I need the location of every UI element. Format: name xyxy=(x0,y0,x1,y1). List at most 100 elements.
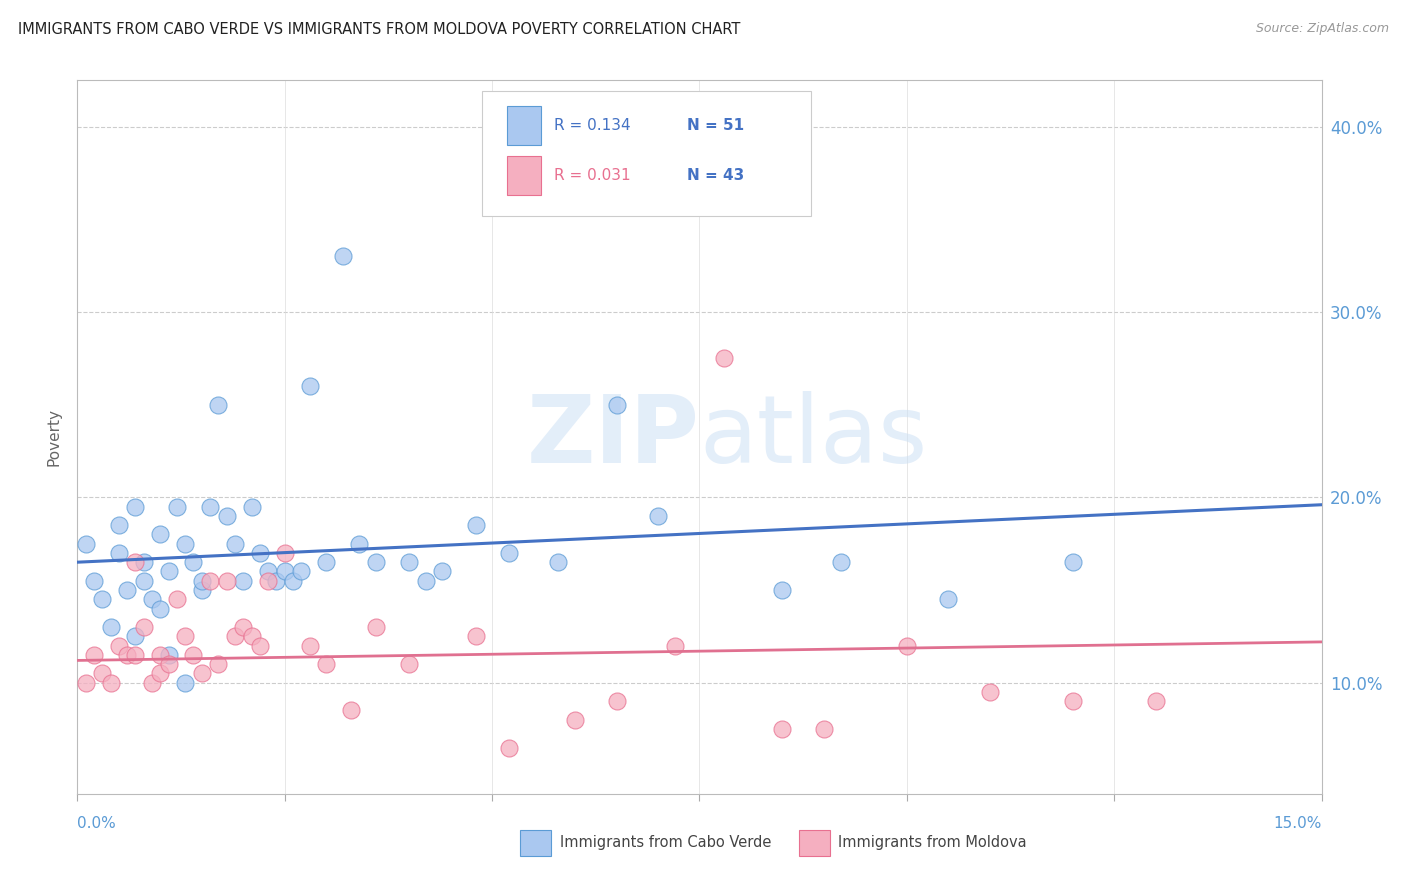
Point xyxy=(298,379,321,393)
Point xyxy=(606,398,628,412)
Point xyxy=(207,657,229,672)
Point xyxy=(257,565,280,579)
Point xyxy=(232,574,254,588)
Point xyxy=(813,722,835,736)
Point xyxy=(298,639,321,653)
Point xyxy=(207,398,229,412)
Point xyxy=(464,518,486,533)
Point xyxy=(124,648,146,662)
Point xyxy=(198,500,221,514)
FancyBboxPatch shape xyxy=(799,830,830,856)
Point xyxy=(83,648,105,662)
Point xyxy=(464,629,486,643)
Point xyxy=(249,546,271,560)
Point xyxy=(191,574,214,588)
Text: IMMIGRANTS FROM CABO VERDE VS IMMIGRANTS FROM MOLDOVA POVERTY CORRELATION CHART: IMMIGRANTS FROM CABO VERDE VS IMMIGRANTS… xyxy=(18,22,741,37)
Point xyxy=(215,574,238,588)
Point xyxy=(432,565,454,579)
Point xyxy=(398,657,420,672)
Point xyxy=(340,703,363,717)
Point xyxy=(240,500,263,514)
Point xyxy=(75,675,97,690)
Point xyxy=(174,675,197,690)
Point xyxy=(713,351,735,366)
Point xyxy=(415,574,437,588)
Point xyxy=(166,500,188,514)
Point xyxy=(332,249,354,263)
Point xyxy=(315,555,337,569)
Point xyxy=(100,620,122,634)
Point xyxy=(979,685,1001,699)
Point xyxy=(91,592,114,607)
Point xyxy=(115,582,138,597)
Point xyxy=(398,555,420,569)
Point xyxy=(141,675,163,690)
Point xyxy=(664,639,686,653)
Text: N = 51: N = 51 xyxy=(688,118,744,133)
Point xyxy=(183,648,205,662)
FancyBboxPatch shape xyxy=(482,91,811,216)
Point xyxy=(224,629,246,643)
Point xyxy=(315,657,337,672)
Point xyxy=(647,508,669,523)
Point xyxy=(149,527,172,541)
Text: R = 0.134: R = 0.134 xyxy=(554,118,630,133)
Point xyxy=(564,713,586,727)
FancyBboxPatch shape xyxy=(506,155,541,194)
Point xyxy=(183,555,205,569)
Point xyxy=(100,675,122,690)
Text: Source: ZipAtlas.com: Source: ZipAtlas.com xyxy=(1256,22,1389,36)
Point xyxy=(547,555,569,569)
Point xyxy=(191,666,214,681)
Point xyxy=(266,574,288,588)
Point xyxy=(274,546,297,560)
Point xyxy=(364,555,387,569)
Point xyxy=(132,574,155,588)
Point xyxy=(124,500,146,514)
Point xyxy=(83,574,105,588)
Point xyxy=(174,629,197,643)
Text: ZIP: ZIP xyxy=(527,391,700,483)
Point xyxy=(141,592,163,607)
Point xyxy=(772,722,794,736)
Text: Immigrants from Cabo Verde: Immigrants from Cabo Verde xyxy=(560,836,770,850)
Point xyxy=(132,620,155,634)
Point xyxy=(108,639,131,653)
Point xyxy=(198,574,221,588)
Point xyxy=(498,740,520,755)
Point xyxy=(274,565,297,579)
Text: R = 0.031: R = 0.031 xyxy=(554,168,630,183)
Text: 15.0%: 15.0% xyxy=(1274,816,1322,831)
Point xyxy=(232,620,254,634)
Point xyxy=(149,601,172,615)
Point xyxy=(896,639,918,653)
Point xyxy=(498,546,520,560)
FancyBboxPatch shape xyxy=(506,105,541,145)
Point xyxy=(108,518,131,533)
Point xyxy=(174,536,197,550)
Point xyxy=(149,666,172,681)
Point xyxy=(108,546,131,560)
Point xyxy=(149,648,172,662)
Point xyxy=(124,629,146,643)
Point xyxy=(938,592,960,607)
Point xyxy=(364,620,387,634)
Point xyxy=(1062,694,1084,708)
Point xyxy=(830,555,852,569)
Point xyxy=(75,536,97,550)
Point xyxy=(240,629,263,643)
Point xyxy=(349,536,371,550)
Point xyxy=(257,574,280,588)
Point xyxy=(1144,694,1167,708)
Point xyxy=(224,536,246,550)
Point xyxy=(132,555,155,569)
Point xyxy=(249,639,271,653)
Point xyxy=(215,508,238,523)
Point xyxy=(290,565,312,579)
Point xyxy=(157,648,180,662)
Point xyxy=(157,657,180,672)
Point xyxy=(281,574,304,588)
Point xyxy=(191,582,214,597)
FancyBboxPatch shape xyxy=(520,830,551,856)
Point xyxy=(157,565,180,579)
